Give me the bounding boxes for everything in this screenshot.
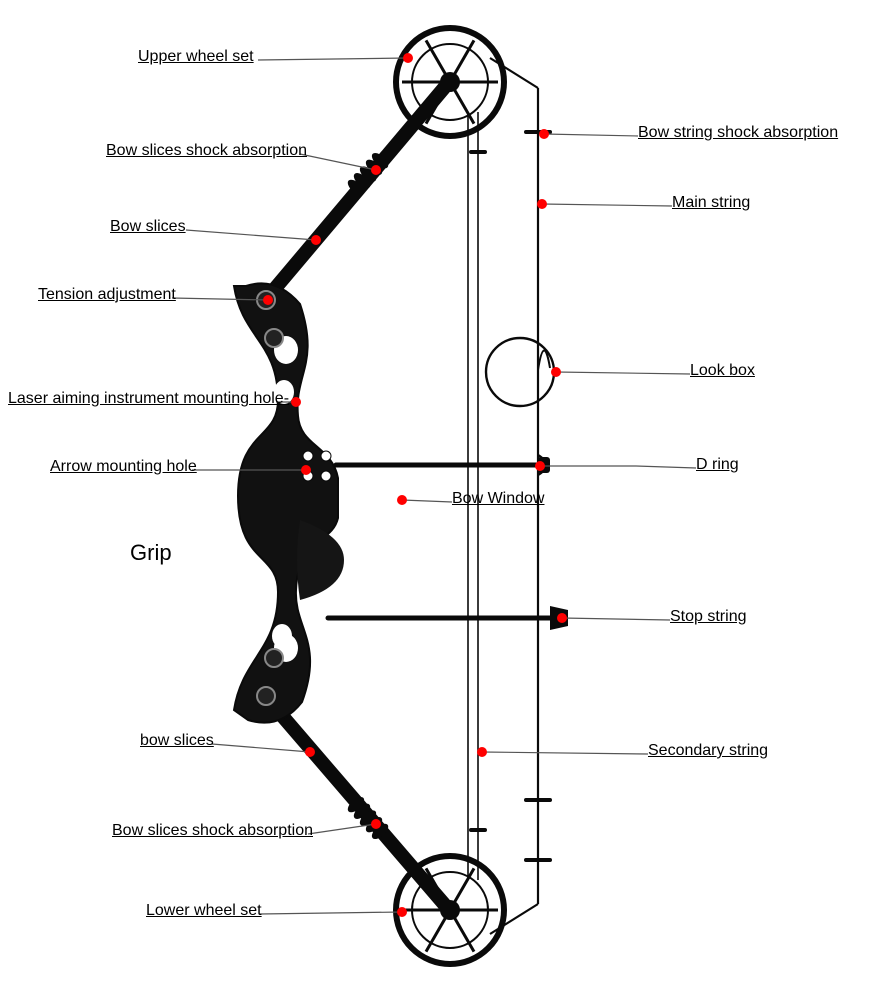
diagram-stage: Upper wheel set Bow slices shock absorpti… — [0, 0, 887, 993]
label-d-ring: D ring — [696, 456, 739, 474]
label-bow-window: Bow Window — [452, 490, 544, 508]
label-secondary-string: Secondary string — [648, 742, 768, 760]
label-arrow-mounting-hole: Arrow mounting hole — [50, 458, 197, 476]
label-main-string: Main string — [672, 194, 750, 212]
label-tension-adjustment: Tension adjustment — [38, 286, 176, 304]
label-grip: Grip — [130, 540, 172, 566]
label-bow-slices-shock-absorption-top: Bow slices shock absorption — [106, 142, 307, 160]
label-laser-aiming: Laser aiming instrument mounting hole- — [8, 390, 289, 408]
label-bow-slices-bottom: bow slices — [140, 732, 214, 750]
label-stop-string: Stop string — [670, 608, 746, 626]
label-bow-string-shock: Bow string shock absorption — [638, 124, 838, 142]
label-look-box: Look box — [690, 362, 755, 380]
label-upper-wheel-set: Upper wheel set — [138, 48, 254, 66]
label-lower-wheel-set: Lower wheel set — [146, 902, 262, 920]
label-bow-slices-top: Bow slices — [110, 218, 186, 236]
label-bow-slices-shock-absorption-bottom: Bow slices shock absorption — [112, 822, 313, 840]
